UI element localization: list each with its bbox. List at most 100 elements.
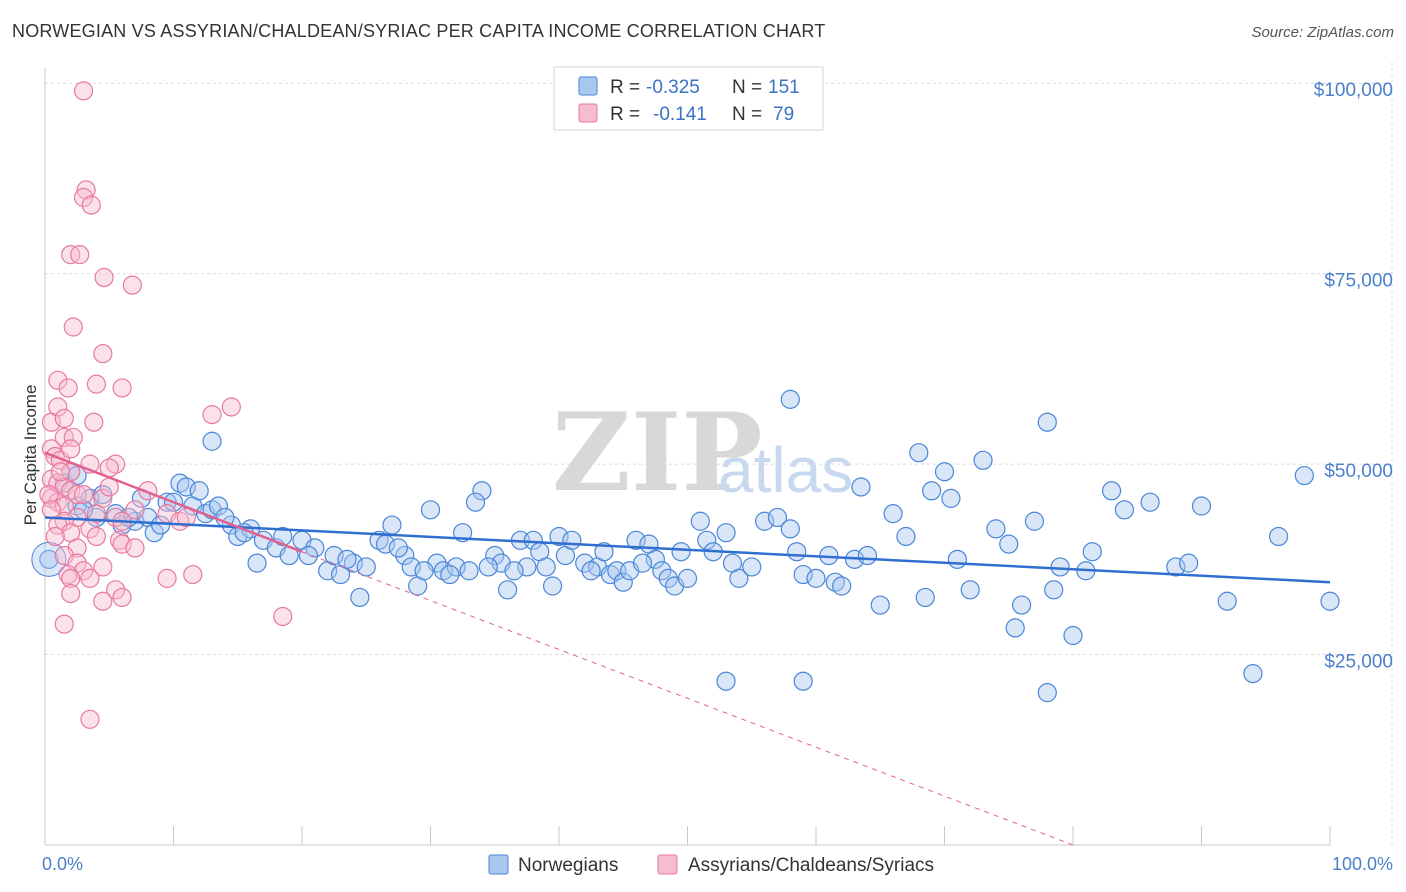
y-tick-labels: $25,000 $50,000 $75,000 $100,000 <box>1314 80 1393 672</box>
norwegian-point <box>542 576 563 596</box>
norwegian-point <box>1044 580 1064 600</box>
assyrian-point <box>106 580 126 600</box>
y-axis-label: Per Capita Income <box>21 385 40 526</box>
legend-r-label: R = <box>610 104 640 125</box>
assyrian-point <box>86 526 107 547</box>
norwegian-point <box>697 530 717 550</box>
assyrian-point <box>112 587 132 608</box>
assyrian-point <box>61 584 81 604</box>
norwegian-point <box>754 511 775 531</box>
norwegian-point <box>337 549 357 569</box>
norwegian-point <box>536 557 556 577</box>
norwegian-point <box>613 572 633 592</box>
norwegian-point <box>39 549 59 569</box>
x-tick-label: 100.0% <box>1332 854 1393 874</box>
norwegian-point <box>401 557 421 577</box>
assyrian-point <box>183 564 203 585</box>
norwegian-point <box>787 542 807 562</box>
series-label-assyrians: Assyrians/Chaldeans/Syriacs <box>688 855 934 876</box>
assyrian-point <box>93 591 113 611</box>
norwegian-point <box>716 671 736 691</box>
norwegian-point <box>446 557 466 577</box>
norwegian-point <box>677 568 698 588</box>
norwegian-point <box>1005 618 1025 638</box>
norwegian-point <box>472 481 492 501</box>
assyrian-point <box>73 187 94 208</box>
norwegian-point <box>350 587 370 608</box>
x-tick-labels: 0.0% 100.0% <box>42 854 1393 874</box>
norwegian-point <box>1037 412 1057 432</box>
legend-r-value: -0.141 <box>653 104 707 125</box>
norwegian-point <box>1114 500 1135 520</box>
norwegian-point <box>1024 511 1045 531</box>
assyrian-point <box>125 500 145 520</box>
assyrian-point <box>73 484 94 505</box>
norwegian-point <box>1320 591 1340 611</box>
norwegian-point <box>909 443 929 463</box>
legend-r-label: R = <box>610 77 640 98</box>
series-swatch-norwegians <box>488 854 509 875</box>
norwegian-point <box>806 568 826 588</box>
legend-n-label: N = <box>732 77 762 98</box>
axes <box>44 68 1331 846</box>
norwegian-point <box>851 477 871 497</box>
assyrian-point <box>94 267 114 288</box>
assyrian-point <box>48 397 68 417</box>
assyrian-point <box>93 344 113 364</box>
norwegian-point <box>960 580 980 600</box>
norwegian-point <box>793 671 813 691</box>
norwegian-point <box>999 534 1019 554</box>
assyrian-point <box>61 568 81 588</box>
watermark: ZIP atlas <box>552 390 853 516</box>
norwegian-point <box>247 553 267 573</box>
norwegian-point <box>465 492 486 512</box>
watermark-zip: ZIP <box>552 390 763 516</box>
norwegian-point <box>151 515 171 535</box>
norwegian-point <box>549 526 569 547</box>
norwegian-point <box>857 545 878 566</box>
norwegian-point <box>793 564 813 585</box>
norwegian-point <box>941 488 961 508</box>
watermark-atlas: atlas <box>718 434 853 506</box>
series-swatch-assyrians <box>657 854 678 875</box>
norwegian-point <box>870 595 890 615</box>
norwegian-point <box>1011 595 1032 615</box>
assyrian-point <box>112 378 132 398</box>
assyrian-point <box>39 484 59 505</box>
norwegian-point <box>1191 496 1212 516</box>
assyrian-point <box>70 245 90 265</box>
norwegian-point <box>729 568 749 588</box>
series-legend: Norwegians Assyrians/Chaldeans/Syriacs <box>488 854 934 876</box>
norwegians-points <box>31 389 1340 703</box>
norwegian-point <box>1050 557 1070 577</box>
assyrian-point <box>61 439 81 459</box>
norwegian-point <box>575 553 595 573</box>
norwegian-point <box>594 542 614 562</box>
norwegian-point <box>626 530 646 550</box>
norwegian-point <box>485 545 505 566</box>
norwegian-point <box>504 561 524 581</box>
assyrian-point <box>50 462 71 482</box>
norwegian-point <box>832 576 852 596</box>
chart-title: NORWEGIAN VS ASSYRIAN/CHALDEAN/SYRIAC PE… <box>12 21 826 41</box>
assyrian-point <box>58 378 78 398</box>
assyrian-point <box>157 568 177 588</box>
norwegian-point <box>414 561 434 581</box>
norwegian-point <box>1179 553 1199 573</box>
norwegian-point <box>202 431 222 451</box>
assyrian-point <box>54 496 74 516</box>
assyrians-points <box>39 81 293 729</box>
series-label-norwegians: Norwegians <box>518 855 618 876</box>
norwegian-point <box>395 545 415 566</box>
norwegian-point <box>356 557 376 577</box>
assyrian-point <box>93 557 113 577</box>
norwegian-point <box>189 481 209 501</box>
norwegian-point <box>986 519 1006 539</box>
assyrian-point <box>76 180 96 200</box>
legend-n-value: 79 <box>773 104 794 125</box>
norwegian-point <box>176 477 196 497</box>
norwegian-point <box>742 557 762 577</box>
assyrian-point <box>221 397 241 417</box>
correlation-legend: R = -0.325 N = 151 R = -0.141 N = 79 <box>553 66 824 131</box>
